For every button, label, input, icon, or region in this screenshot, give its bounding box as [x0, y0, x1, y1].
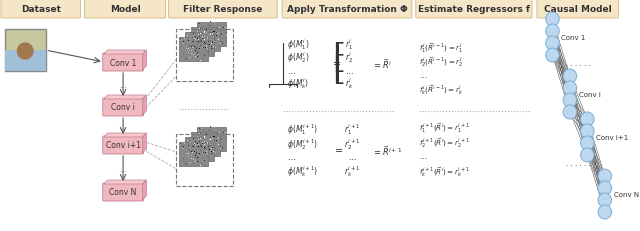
Text: Apply Transformation Φ: Apply Transformation Φ	[287, 4, 407, 13]
Circle shape	[580, 148, 594, 162]
Text: $\phi(M_k^i)$: $\phi(M_k^i)$	[287, 76, 309, 91]
FancyBboxPatch shape	[103, 137, 143, 154]
Text: Causal Model: Causal Model	[544, 4, 612, 13]
FancyBboxPatch shape	[282, 0, 412, 19]
FancyBboxPatch shape	[196, 23, 226, 47]
FancyBboxPatch shape	[185, 33, 214, 57]
Polygon shape	[104, 134, 147, 137]
Circle shape	[563, 82, 577, 96]
FancyBboxPatch shape	[169, 0, 277, 19]
Polygon shape	[143, 51, 147, 71]
Text: [: [	[332, 42, 345, 74]
Text: $f_1^i(\vec{R}^{i-1}) = r_1^i$: $f_1^i(\vec{R}^{i-1}) = r_1^i$	[419, 41, 463, 55]
Text: $r_2^{i+1}$: $r_2^{i+1}$	[344, 137, 361, 152]
Text: $f_2^i(\vec{R}^{i-1}) = r_2^i$: $f_2^i(\vec{R}^{i-1}) = r_2^i$	[419, 55, 463, 68]
Circle shape	[580, 125, 594, 138]
Text: $= \vec{R}^{i+1}$: $= \vec{R}^{i+1}$	[372, 143, 403, 157]
FancyBboxPatch shape	[84, 0, 166, 19]
Text: $\phi(M_2^i)$: $\phi(M_2^i)$	[287, 50, 310, 65]
Text: [: [	[332, 54, 345, 86]
FancyBboxPatch shape	[179, 38, 209, 62]
Circle shape	[546, 37, 559, 51]
FancyBboxPatch shape	[416, 0, 532, 19]
Text: $f_1^{i+1}(\vec{R}^i) = r_1^{i+1}$: $f_1^{i+1}(\vec{R}^i) = r_1^{i+1}$	[419, 121, 470, 134]
Circle shape	[580, 112, 594, 126]
FancyBboxPatch shape	[537, 0, 618, 19]
Circle shape	[598, 205, 612, 219]
Text: Conv 1: Conv 1	[110, 58, 136, 67]
Text: $\cdots$: $\cdots$	[344, 66, 353, 75]
Text: $\phi(M_1^{i+1})$: $\phi(M_1^{i+1})$	[287, 122, 318, 137]
Polygon shape	[104, 180, 147, 184]
Text: $\phi(M_1^i)$: $\phi(M_1^i)$	[287, 37, 310, 52]
Text: $r_2^i$: $r_2^i$	[345, 50, 353, 65]
Text: Dataset: Dataset	[20, 4, 61, 13]
Text: $r_k^{i+1}$: $r_k^{i+1}$	[344, 164, 361, 179]
FancyBboxPatch shape	[5, 51, 45, 72]
FancyBboxPatch shape	[103, 99, 143, 116]
Circle shape	[563, 70, 577, 84]
Text: $\cdots$: $\cdots$	[287, 66, 296, 75]
Text: $f_k^{i+1}(\vec{R}^i) = r_k^{i+1}$: $f_k^{i+1}(\vec{R}^i) = r_k^{i+1}$	[419, 164, 470, 178]
Text: $= \vec{R}^i$: $= \vec{R}^i$	[372, 57, 392, 71]
Polygon shape	[143, 96, 147, 116]
Text: ...: ...	[119, 81, 127, 90]
Text: $r_1^i$: $r_1^i$	[345, 37, 353, 52]
Text: $f_k^i(\vec{R}^{i-1}) = r_k^i$: $f_k^i(\vec{R}^{i-1}) = r_k^i$	[419, 83, 463, 96]
Circle shape	[598, 169, 612, 183]
FancyBboxPatch shape	[1, 0, 81, 19]
Circle shape	[546, 49, 559, 63]
Text: $\cdots$: $\cdots$	[287, 153, 296, 162]
Text: Conv i+1: Conv i+1	[106, 141, 141, 150]
FancyBboxPatch shape	[196, 128, 226, 151]
Text: · · · · · ·: · · · · · ·	[566, 63, 591, 69]
Text: Conv i+1: Conv i+1	[596, 134, 628, 140]
Text: Conv 1: Conv 1	[561, 35, 586, 41]
Text: $\cdots$: $\cdots$	[419, 73, 427, 79]
Polygon shape	[104, 51, 147, 55]
Circle shape	[17, 44, 33, 60]
Circle shape	[598, 181, 612, 195]
FancyBboxPatch shape	[185, 137, 214, 161]
Text: =: =	[335, 145, 343, 155]
Polygon shape	[143, 134, 147, 153]
Text: $\cdots$: $\cdots$	[419, 153, 427, 159]
Text: $\phi(M_2^{i+1})$: $\phi(M_2^{i+1})$	[287, 137, 318, 152]
Text: Filter Response: Filter Response	[183, 4, 262, 13]
Text: $\cdots$: $\cdots$	[348, 153, 357, 162]
Circle shape	[563, 94, 577, 108]
Circle shape	[580, 137, 594, 150]
Circle shape	[598, 193, 612, 207]
Text: =: =	[333, 59, 341, 69]
Text: $f_2^{i+1}(\vec{R}^i) = r_2^{i+1}$: $f_2^{i+1}(\vec{R}^i) = r_2^{i+1}$	[419, 136, 470, 149]
Circle shape	[546, 13, 559, 27]
Text: Estimate Regressors f: Estimate Regressors f	[418, 4, 530, 13]
Text: Conv i: Conv i	[579, 92, 600, 97]
FancyBboxPatch shape	[5, 30, 45, 72]
Text: Conv i: Conv i	[111, 103, 135, 112]
Polygon shape	[143, 180, 147, 200]
FancyBboxPatch shape	[103, 54, 143, 72]
Text: ...: ...	[119, 164, 127, 173]
Text: $r_k^i$: $r_k^i$	[345, 76, 353, 91]
Text: · · · · · ·: · · · · · ·	[566, 163, 591, 169]
Circle shape	[563, 106, 577, 119]
Text: $r_1^{i+1}$: $r_1^{i+1}$	[344, 122, 361, 137]
FancyBboxPatch shape	[191, 28, 220, 52]
Text: $\phi(M_k^{i+1})$: $\phi(M_k^{i+1})$	[287, 164, 318, 179]
Circle shape	[546, 25, 559, 39]
FancyBboxPatch shape	[179, 142, 209, 166]
FancyBboxPatch shape	[191, 132, 220, 156]
Text: Conv N: Conv N	[109, 188, 137, 197]
FancyBboxPatch shape	[103, 183, 143, 201]
Text: Conv N: Conv N	[614, 191, 639, 197]
Text: Model: Model	[109, 4, 140, 13]
Polygon shape	[104, 96, 147, 100]
